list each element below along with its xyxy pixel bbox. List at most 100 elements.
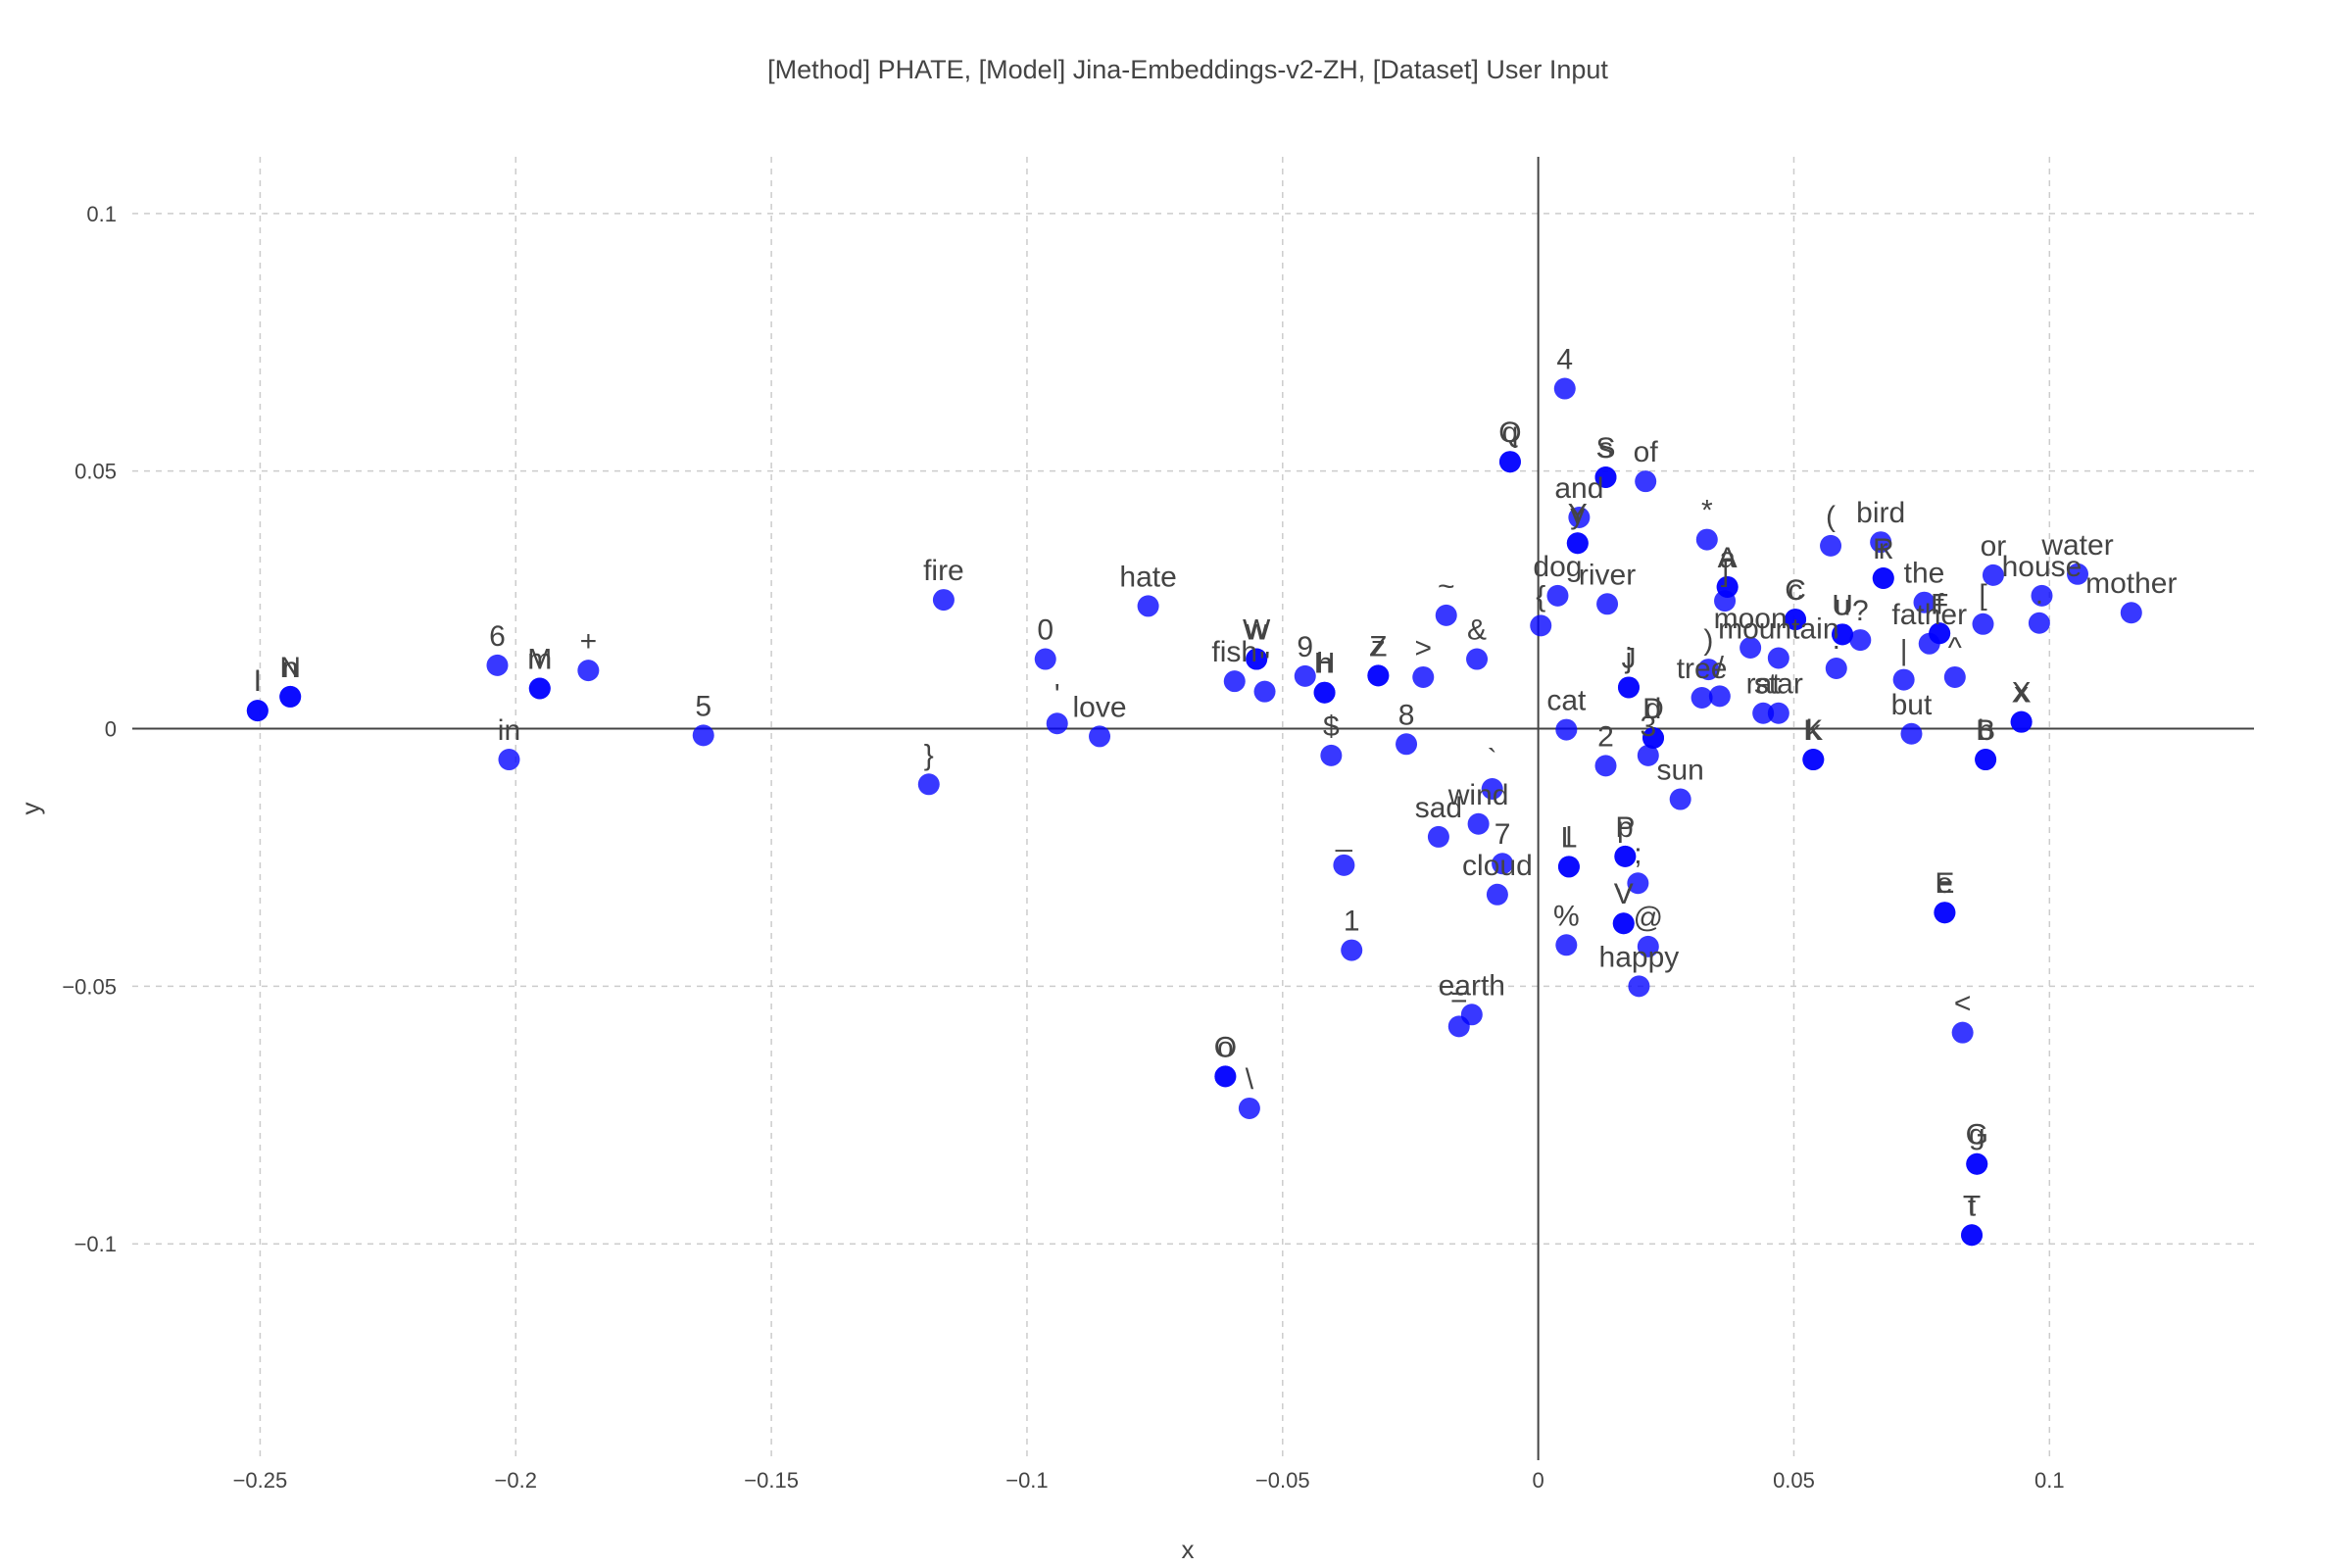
point-label: \ xyxy=(1246,1063,1254,1096)
data-point xyxy=(486,654,509,676)
data-point xyxy=(1466,648,1489,670)
point-label: 8 xyxy=(1398,699,1415,731)
point-label: n xyxy=(282,652,299,684)
point-label: 9 xyxy=(1297,631,1313,663)
point-label: } xyxy=(924,739,934,771)
point-label: + xyxy=(580,625,598,658)
point-label: x xyxy=(2014,677,2029,710)
point-label: 1 xyxy=(1344,906,1360,938)
point-label: bird xyxy=(1856,497,1905,529)
y-tick-label: 0.05 xyxy=(74,460,117,484)
data-point xyxy=(1637,744,1659,766)
data-point xyxy=(2031,584,2053,607)
y-tick-label: 0.1 xyxy=(86,202,117,226)
data-points xyxy=(246,377,2142,1247)
data-point xyxy=(1412,665,1435,688)
point-label: earth xyxy=(1439,969,1505,1002)
point-label: N xyxy=(279,652,301,684)
data-point xyxy=(1530,614,1552,637)
data-point xyxy=(1034,648,1056,670)
point-label: h xyxy=(1316,648,1333,680)
data-point xyxy=(1802,749,1825,771)
point-label: ) xyxy=(1703,624,1713,657)
data-point xyxy=(1320,744,1343,766)
point-label: the xyxy=(1904,558,1945,590)
data-point xyxy=(1627,872,1649,895)
data-point xyxy=(1637,935,1659,957)
point-label: mother xyxy=(2085,567,2177,600)
data-point xyxy=(2120,602,2142,624)
data-point xyxy=(1825,658,1847,680)
point-label: 2 xyxy=(1597,720,1614,753)
point-label: house xyxy=(2002,551,2082,583)
data-point xyxy=(1695,528,1718,551)
data-point xyxy=(1617,676,1640,699)
point-label: 3 xyxy=(1640,710,1656,743)
data-point xyxy=(917,773,940,796)
data-point xyxy=(1934,902,1956,924)
data-point xyxy=(498,749,520,771)
point-label: M xyxy=(527,644,552,676)
point-label: cloud xyxy=(1462,850,1533,882)
y-axis-title: y xyxy=(16,803,45,815)
point-label: B xyxy=(1976,714,1995,747)
data-point xyxy=(1669,788,1691,810)
point-label: = xyxy=(1450,981,1468,1013)
point-label: e xyxy=(1936,867,1953,900)
point-label: ( xyxy=(1826,501,1836,533)
point-label: father xyxy=(1891,599,1967,631)
point-label: mountain xyxy=(1718,612,1838,645)
data-point xyxy=(1849,629,1872,652)
x-tick-label: 0 xyxy=(1533,1468,1544,1493)
data-point xyxy=(1820,534,1842,557)
point-label: % xyxy=(1553,900,1580,932)
data-point xyxy=(279,685,302,708)
point-label: K xyxy=(1803,714,1823,747)
data-point xyxy=(1594,755,1617,777)
data-point xyxy=(1785,609,1807,631)
data-point xyxy=(1223,670,1246,693)
data-point xyxy=(1546,584,1569,607)
data-point xyxy=(1832,623,1854,646)
data-point xyxy=(1486,883,1508,906)
point-label: 5 xyxy=(695,690,711,722)
point-label: X xyxy=(2012,677,2032,710)
point-label: V xyxy=(1614,878,1634,910)
data-point xyxy=(1614,845,1637,867)
data-point xyxy=(1367,664,1390,687)
x-tick-label: −0.25 xyxy=(233,1468,288,1493)
data-point xyxy=(1913,591,1936,613)
point-label: A xyxy=(1718,542,1738,574)
point-label: of xyxy=(1634,436,1659,468)
data-point xyxy=(1046,712,1068,735)
point-label: or xyxy=(1981,530,2007,563)
point-label: d xyxy=(1645,693,1662,725)
point-label: | xyxy=(1900,635,1908,667)
point-label: < xyxy=(1954,988,1972,1020)
point-label: river xyxy=(1579,559,1636,591)
data-point xyxy=(528,677,551,700)
data-point xyxy=(1427,825,1449,848)
point-label: c xyxy=(1788,574,1803,607)
data-point xyxy=(1975,749,1997,771)
point-label: * xyxy=(1701,495,1713,527)
point-label: { xyxy=(1536,580,1545,612)
point-label: ~ xyxy=(1438,570,1455,603)
data-point xyxy=(1447,1015,1470,1038)
data-point xyxy=(1943,665,1966,688)
point-label: k xyxy=(1806,714,1822,747)
point-label: R xyxy=(1873,533,1894,565)
data-point xyxy=(1566,532,1589,555)
data-point xyxy=(1467,812,1490,835)
point-label: . xyxy=(2035,578,2043,611)
point-label: sad xyxy=(1415,792,1462,824)
point-label: a xyxy=(1719,542,1736,574)
data-point xyxy=(1628,975,1650,998)
point-label: fish xyxy=(1211,636,1257,668)
point-label: ' xyxy=(1054,678,1060,710)
point-label: ] xyxy=(1721,556,1729,588)
data-point xyxy=(2067,563,2089,585)
point-label: s xyxy=(1598,432,1613,465)
data-point xyxy=(1396,733,1418,756)
point-label: C xyxy=(1785,574,1806,607)
